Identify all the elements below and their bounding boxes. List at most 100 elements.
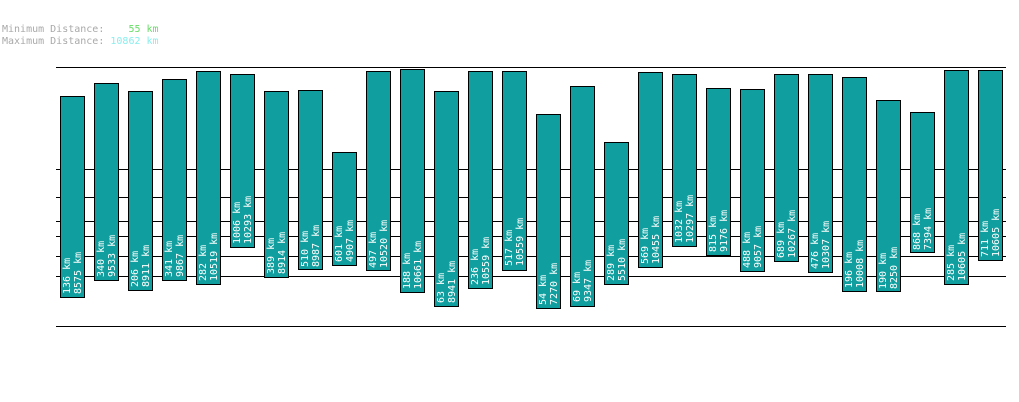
bar-group: 1032 km 10297 km	[672, 74, 697, 247]
distance-bar	[230, 74, 255, 248]
distance-bar	[298, 90, 323, 270]
bar-label-short: 517 km	[504, 230, 515, 266]
bar-label-long: 10661 km	[413, 241, 424, 289]
minimum-distance-value: 55 km	[128, 24, 159, 35]
bar-label-short: 340 km	[96, 241, 107, 277]
distance-bar	[502, 71, 527, 271]
bar-label-long: 9347 km	[583, 260, 594, 302]
bar-group: 868 km 7394 km	[910, 112, 935, 253]
bar-group: 601 km 4907 km	[332, 152, 357, 266]
bar-group: 206 km 8911 km	[128, 91, 153, 291]
distance-bar	[876, 100, 901, 292]
bar-group: 497 km 10520 km	[366, 71, 391, 271]
distance-bar	[60, 96, 85, 298]
bar-label-short: 497 km	[368, 232, 379, 268]
bar-group: 54 km 7270 km	[536, 114, 561, 309]
distance-bar	[570, 86, 595, 307]
bar-label-short: 868 km	[912, 214, 923, 250]
bar-label-short: 1006 km	[232, 202, 243, 244]
bar-group: 136 km 8575 km	[60, 96, 85, 298]
bar-label-long: 10008 km	[855, 240, 866, 288]
bar-label-long: 8911 km	[141, 245, 152, 287]
distance-bar	[842, 77, 867, 292]
bar-label-short: 815 km	[708, 216, 719, 252]
bar-label-long: 9057 km	[753, 226, 764, 268]
bar-label-long: 10297 km	[685, 195, 696, 243]
bar-label-long: 10605 km	[991, 209, 1002, 257]
bar-group: 236 km 10559 km	[468, 71, 493, 289]
bar-group: 711 km 10605 km	[978, 70, 1003, 261]
distance-bar	[740, 89, 765, 272]
bar-group: 510 km 8987 km	[298, 90, 323, 270]
bar-label-long: 10559 km	[481, 237, 492, 285]
bar-label-short: 689 km	[776, 222, 787, 258]
bar-group: 1006 km 10293 km	[230, 74, 255, 248]
bar-label-short: 54 km	[538, 275, 549, 305]
bar-label-short: 389 km	[266, 238, 277, 274]
bar-group: 282 km 10519 km	[196, 71, 221, 285]
bar-label-short: 188 km	[402, 253, 413, 289]
bar-label-long: 10520 km	[379, 220, 390, 268]
distance-bar	[774, 74, 799, 262]
bar-group: 569 km 10455 km	[638, 72, 663, 268]
bar-label-short: 282 km	[198, 245, 209, 281]
bar-label-short: 476 km	[810, 233, 821, 269]
distance-bar	[910, 112, 935, 253]
bar-group: 488 km 9057 km	[740, 89, 765, 272]
bar-label-short: 510 km	[300, 231, 311, 267]
bar-label-long: 8941 km	[447, 261, 458, 303]
bar-label-long: 5510 km	[617, 239, 628, 281]
maximum-distance-value: 10862 km	[110, 36, 159, 47]
distance-bar	[332, 152, 357, 266]
distance-bar	[536, 114, 561, 309]
distance-bar	[604, 142, 629, 285]
bar-label-long: 9176 km	[719, 210, 730, 252]
bar-label-short: 285 km	[946, 245, 957, 281]
distance-summary: Minimum Distance: 55 km Maximum Distance…	[2, 24, 159, 48]
bar-label-short: 63 km	[436, 273, 447, 303]
distance-bar	[128, 91, 153, 291]
bar-group: 476 km 10307 km	[808, 74, 833, 273]
bar-label-long: 8914 km	[277, 232, 288, 274]
bar-label-long: 4907 km	[345, 220, 356, 262]
distance-bar	[638, 72, 663, 268]
bar-label-short: 488 km	[742, 232, 753, 268]
maximum-distance-label: Maximum Distance:	[2, 36, 105, 47]
bar-group: 517 km 10559 km	[502, 71, 527, 271]
bar-label-long: 8987 km	[311, 225, 322, 267]
bar-group: 389 km 8914 km	[264, 91, 289, 278]
distance-bar	[672, 74, 697, 247]
distance-bar	[468, 71, 493, 289]
bar-label-short: 236 km	[470, 249, 481, 285]
bar-group: 341 km 9867 km	[162, 79, 187, 281]
bar-label-short: 69 km	[572, 272, 583, 302]
bar-group: 69 km 9347 km	[570, 86, 595, 307]
bar-label-short: 1032 km	[674, 201, 685, 243]
distance-bar	[94, 83, 119, 281]
bar-label-long: 9867 km	[175, 235, 186, 277]
bar-label-short: 206 km	[130, 251, 141, 287]
bar-label-short: 289 km	[606, 245, 617, 281]
distance-bar	[706, 88, 731, 256]
bar-label-long: 10307 km	[821, 221, 832, 269]
distance-bar	[944, 70, 969, 285]
bar-label-long: 10519 km	[209, 233, 220, 281]
bar-label-long: 9533 km	[107, 235, 118, 277]
bar-label-long: 10455 km	[651, 216, 662, 264]
distance-bar	[808, 74, 833, 273]
bar-label-short: 136 km	[62, 258, 73, 294]
distance-bar	[162, 79, 187, 281]
bar-group: 289 km 5510 km	[604, 142, 629, 285]
bar-group: 190 km 8250 km	[876, 100, 901, 292]
bar-group: 689 km 10267 km	[774, 74, 799, 262]
bar-label-long: 10605 km	[957, 233, 968, 281]
maximum-distance-row: Maximum Distance: 10862 km	[2, 36, 159, 48]
distance-bar	[978, 70, 1003, 261]
distance-bar	[196, 71, 221, 285]
distance-bar	[264, 91, 289, 278]
bar-label-short: 601 km	[334, 226, 345, 262]
bar-group: 815 km 9176 km	[706, 88, 731, 256]
bar-label-long: 8575 km	[73, 252, 84, 294]
distance-bar	[400, 69, 425, 293]
bar-group: 188 km 10661 km	[400, 69, 425, 293]
